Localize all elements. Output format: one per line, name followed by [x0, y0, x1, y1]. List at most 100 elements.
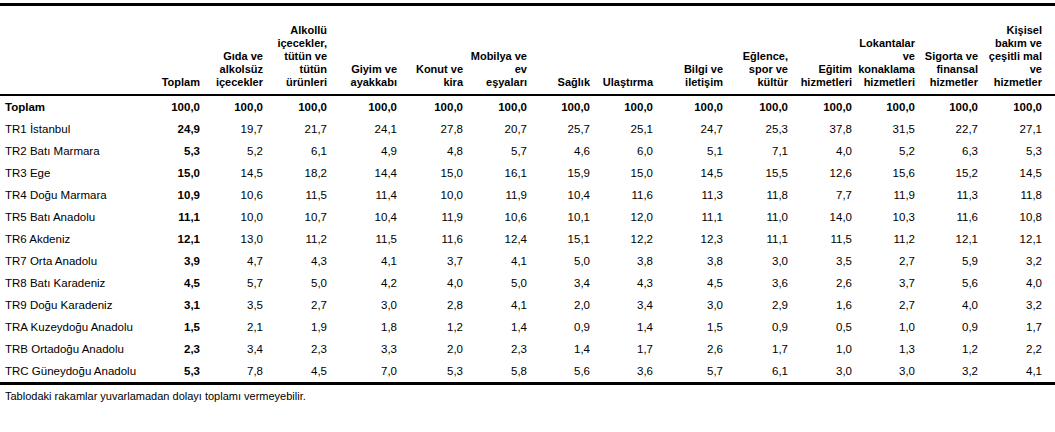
value-cell: 3,2	[921, 360, 984, 384]
row-label: TR1 İstanbul	[0, 118, 142, 140]
value-cell: 4,9	[333, 140, 403, 162]
value-cell: 0,9	[533, 316, 596, 338]
value-cell: 11,2	[858, 228, 921, 250]
value-cell: 5,3	[403, 360, 469, 384]
value-cell: 15,5	[729, 162, 794, 184]
value-cell: 6,1	[729, 360, 794, 384]
value-cell: 4,3	[269, 250, 333, 272]
column-header: Eğlence, spor ve kültür	[729, 5, 794, 95]
row-label: TR3 Ege	[0, 162, 142, 184]
row-label: TR9 Doğu Karadeniz	[0, 294, 142, 316]
value-cell: 4,5	[659, 272, 729, 294]
value-cell: 4,0	[403, 272, 469, 294]
value-cell: 3,8	[659, 250, 729, 272]
value-cell: 11,9	[858, 184, 921, 206]
table-row: TR5 Batı Anadolu11,110,010,710,411,910,6…	[0, 206, 1055, 228]
table-row: TR1 İstanbul24,919,721,724,127,820,725,7…	[0, 118, 1055, 140]
value-cell: 15,0	[403, 162, 469, 184]
value-cell: 37,8	[794, 118, 858, 140]
value-cell: 100,0	[533, 95, 596, 118]
value-cell: 1,6	[794, 294, 858, 316]
value-cell: 6,1	[269, 140, 333, 162]
value-cell: 12,4	[469, 228, 533, 250]
value-cell: 12,3	[659, 228, 729, 250]
value-cell: 5,8	[469, 360, 533, 384]
value-cell: 11,5	[794, 228, 858, 250]
value-cell: 7,0	[333, 360, 403, 384]
value-cell: 15,2	[921, 162, 984, 184]
value-cell: 11,3	[921, 184, 984, 206]
value-cell: 5,2	[206, 140, 269, 162]
value-cell: 11,8	[984, 184, 1055, 206]
value-cell: 1,7	[729, 338, 794, 360]
value-cell: 10,4	[533, 184, 596, 206]
value-cell: 5,3	[142, 360, 206, 384]
value-cell: 11,8	[729, 184, 794, 206]
column-header: Kişisel bakım ve çeşitli mal ve hizmetle…	[984, 5, 1055, 95]
table-row: TR8 Batı Karadeniz4,55,75,04,24,05,03,44…	[0, 272, 1055, 294]
value-cell: 25,3	[729, 118, 794, 140]
value-cell: 27,8	[403, 118, 469, 140]
value-cell: 1,5	[142, 316, 206, 338]
value-cell: 2,7	[269, 294, 333, 316]
value-cell: 15,0	[596, 162, 659, 184]
table-row: TR2 Batı Marmara5,35,26,14,94,85,74,66,0…	[0, 140, 1055, 162]
value-cell: 7,8	[206, 360, 269, 384]
value-cell: 10,0	[206, 206, 269, 228]
value-cell: 7,7	[794, 184, 858, 206]
value-cell: 11,9	[469, 184, 533, 206]
value-cell: 1,0	[858, 316, 921, 338]
table-row: TR9 Doğu Karadeniz3,13,52,73,02,84,12,03…	[0, 294, 1055, 316]
value-cell: 100,0	[142, 95, 206, 118]
value-cell: 2,3	[142, 338, 206, 360]
value-cell: 100,0	[269, 95, 333, 118]
value-cell: 2,7	[858, 250, 921, 272]
column-header: Lokantalar ve konaklama hizmetleri	[858, 5, 921, 95]
value-cell: 2,2	[984, 338, 1055, 360]
value-cell: 24,1	[333, 118, 403, 140]
value-cell: 6,3	[921, 140, 984, 162]
value-cell: 10,0	[403, 184, 469, 206]
value-cell: 2,3	[269, 338, 333, 360]
value-cell: 19,7	[206, 118, 269, 140]
value-cell: 21,7	[269, 118, 333, 140]
value-cell: 24,9	[142, 118, 206, 140]
value-cell: 27,1	[984, 118, 1055, 140]
value-cell: 20,7	[469, 118, 533, 140]
value-cell: 10,6	[469, 206, 533, 228]
value-cell: 4,3	[596, 272, 659, 294]
value-cell: 3,4	[206, 338, 269, 360]
value-cell: 1,4	[596, 316, 659, 338]
value-cell: 4,0	[794, 140, 858, 162]
value-cell: 3,9	[142, 250, 206, 272]
value-cell: 7,1	[729, 140, 794, 162]
table-row: Toplam100,0100,0100,0100,0100,0100,0100,…	[0, 95, 1055, 118]
value-cell: 1,4	[533, 338, 596, 360]
value-cell: 4,8	[403, 140, 469, 162]
value-cell: 5,1	[659, 140, 729, 162]
table-row: TRB Ortadoğu Anadolu2,33,42,33,32,02,31,…	[0, 338, 1055, 360]
value-cell: 11,5	[269, 184, 333, 206]
value-cell: 11,1	[659, 206, 729, 228]
value-cell: 2,9	[729, 294, 794, 316]
value-cell: 25,7	[533, 118, 596, 140]
value-cell: 12,1	[921, 228, 984, 250]
row-label: TR5 Batı Anadolu	[0, 206, 142, 228]
value-cell: 3,8	[596, 250, 659, 272]
value-cell: 11,1	[142, 206, 206, 228]
value-cell: 24,7	[659, 118, 729, 140]
value-cell: 10,7	[269, 206, 333, 228]
value-cell: 10,4	[333, 206, 403, 228]
row-label: TR2 Batı Marmara	[0, 140, 142, 162]
row-label: TR6 Akdeniz	[0, 228, 142, 250]
table-footnote: Tablodaki rakamlar yuvarlamadan dolayı t…	[0, 385, 1055, 402]
value-cell: 2,1	[206, 316, 269, 338]
regional-weights-page: ToplamGıda ve alkolsüz içeceklerAlkollü …	[0, 0, 1055, 432]
value-cell: 11,0	[729, 206, 794, 228]
value-cell: 1,3	[858, 338, 921, 360]
value-cell: 14,5	[659, 162, 729, 184]
table-header-row: ToplamGıda ve alkolsüz içeceklerAlkollü …	[0, 5, 1055, 95]
value-cell: 3,0	[333, 294, 403, 316]
value-cell: 11,6	[921, 206, 984, 228]
value-cell: 5,2	[858, 140, 921, 162]
